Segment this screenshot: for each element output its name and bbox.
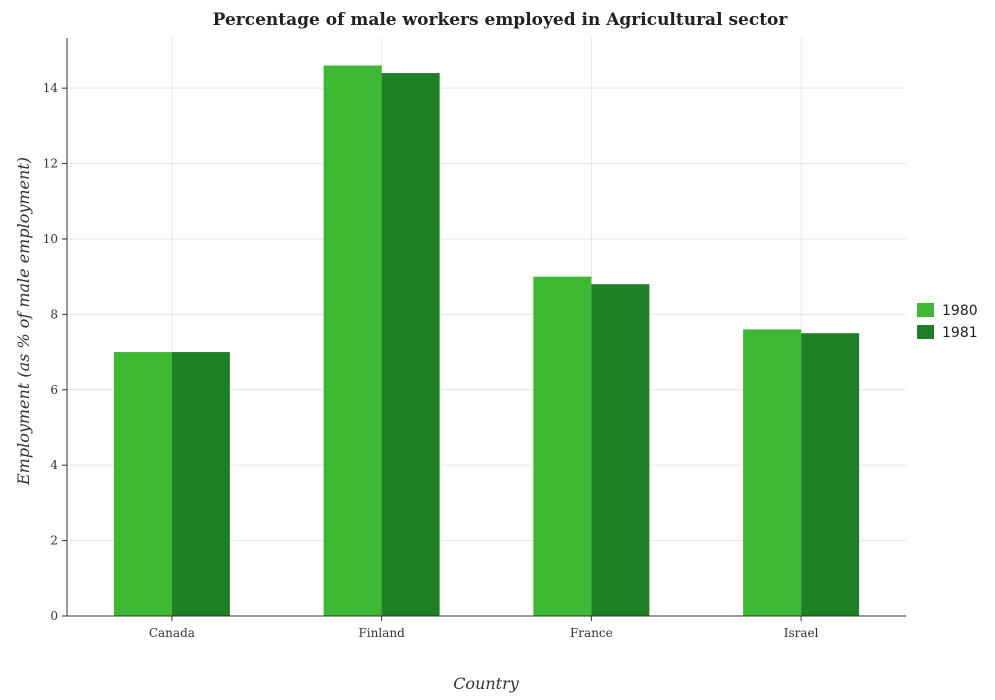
y-axis-label: Employment (as % of male employment) [14,157,33,486]
y-tick-label: 6 [50,383,58,397]
bar-finland-1980 [323,65,382,617]
x-tick-label: Finland [358,626,405,640]
bar-finland-1981 [381,73,440,617]
x-axis-label: Country [453,674,520,693]
legend-label-1981: 1981 [942,325,978,341]
bar-canada-1981 [171,352,230,616]
bar-france-1980 [533,276,592,616]
bar-canada-1980 [113,352,172,616]
x-tick-label: France [570,626,613,640]
x-tick-labels: Canada Finland France Israel [149,626,819,640]
y-tick-label: 10 [43,232,58,246]
y-tick-label: 0 [50,609,58,623]
bar-israel-1980 [743,329,802,616]
legend-swatch-1981 [917,325,934,339]
y-tick-label: 8 [50,307,58,321]
legend-swatch-1980 [917,303,934,317]
x-tick-label: Canada [149,626,195,640]
chart-title: Percentage of male workers employed in A… [213,10,789,30]
bar-israel-1981 [801,333,860,616]
y-tick-label: 2 [50,534,58,548]
axes [62,38,906,621]
y-tick-label: 12 [43,157,58,171]
legend-label-1980: 1980 [942,303,978,319]
y-tick-label: 4 [50,458,58,472]
x-tick-label: Israel [784,626,819,640]
bar-france-1981 [591,284,650,616]
legend: 1980 1981 [917,303,978,341]
y-tick-labels: 0 2 4 6 8 10 12 14 [43,81,59,623]
bars [113,65,860,617]
y-tick-label: 14 [43,81,59,95]
